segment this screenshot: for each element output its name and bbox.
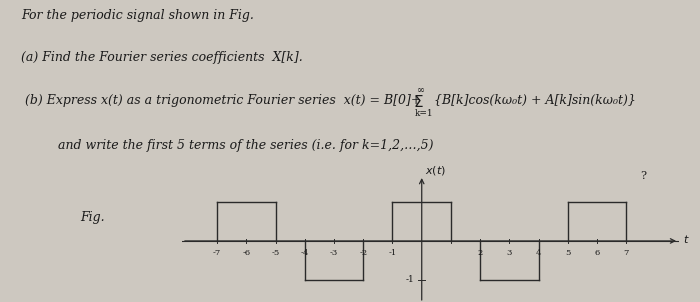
Text: 2: 2 — [477, 249, 483, 257]
Text: $x(t)$: $x(t)$ — [425, 164, 446, 177]
Text: -5: -5 — [272, 249, 280, 257]
Text: -7: -7 — [213, 249, 221, 257]
Text: Fig.: Fig. — [80, 211, 105, 224]
Text: 7: 7 — [624, 249, 629, 257]
Text: -6: -6 — [242, 249, 251, 257]
Text: -2: -2 — [359, 249, 368, 257]
Text: -3: -3 — [330, 249, 338, 257]
Text: k=1: k=1 — [415, 109, 434, 118]
Text: -1: -1 — [389, 249, 397, 257]
Text: 6: 6 — [594, 249, 600, 257]
Text: $\Sigma$: $\Sigma$ — [413, 94, 424, 110]
Text: {B[k]cos(kω₀t) + A[k]sin(kω₀t)}: {B[k]cos(kω₀t) + A[k]sin(kω₀t)} — [434, 94, 636, 107]
Text: -4: -4 — [300, 249, 309, 257]
Text: ?: ? — [640, 171, 647, 181]
Text: 4: 4 — [536, 249, 541, 257]
Text: For the periodic signal shown in Fig.: For the periodic signal shown in Fig. — [21, 9, 254, 22]
Text: ∞: ∞ — [416, 86, 425, 95]
Text: -1: -1 — [406, 275, 414, 284]
Text: and write the first 5 terms of the series (i.e. for k=1,2,…,5): and write the first 5 terms of the serie… — [42, 139, 433, 152]
Text: (b) Express x(t) as a trigonometric Fourier series  x(t) = B[0]+: (b) Express x(t) as a trigonometric Four… — [21, 94, 421, 107]
Text: 5: 5 — [565, 249, 570, 257]
Text: (a) Find the Fourier series coefficients  X[k].: (a) Find the Fourier series coefficients… — [21, 51, 302, 64]
Text: $t$: $t$ — [683, 233, 690, 245]
Text: 3: 3 — [507, 249, 512, 257]
